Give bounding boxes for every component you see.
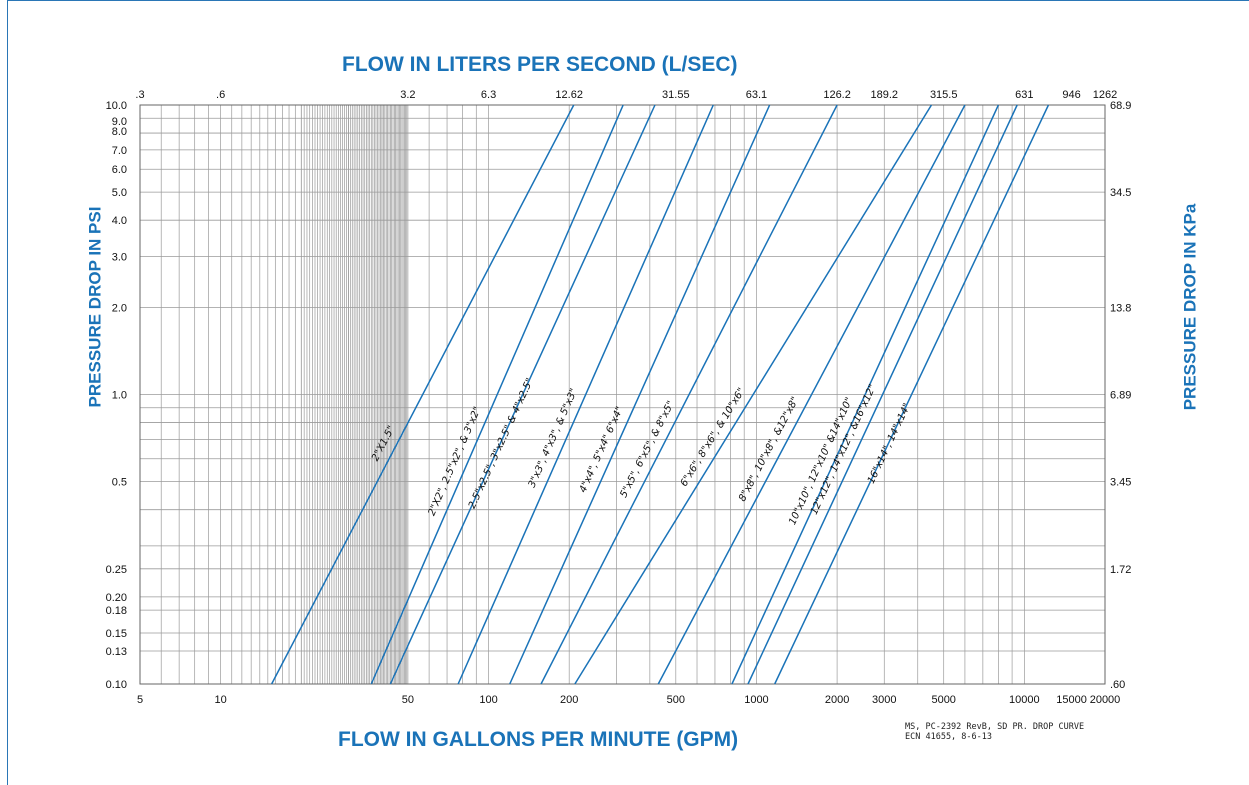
x-tick-label: 200: [560, 694, 578, 706]
y-tick-label: 0.5: [112, 477, 127, 489]
series-label: 6"x6", 8"x6", & 10"x6": [679, 386, 748, 488]
y-right-tick-label: 13.8: [1110, 302, 1131, 314]
series-line: [389, 104, 656, 685]
y-tick-label: 7.0: [112, 145, 127, 157]
series-line: [731, 104, 1000, 685]
y-tick-label: 1.0: [112, 390, 127, 402]
y-tick-label: 0.13: [106, 646, 127, 658]
x-top-tick-label: 63.1: [746, 89, 767, 101]
y-tick-label: 4.0: [112, 215, 127, 227]
grid-lines: [139, 104, 1106, 685]
x-top-tick-label: 6.3: [481, 89, 496, 101]
series-line: [509, 104, 771, 685]
x-tick-label: 100: [479, 694, 497, 706]
series-line: [774, 104, 1050, 685]
x-top-tick-label: .6: [216, 89, 225, 101]
footnote: MS, PC-2392 RevB, SD PR. DROP CURVE ECN …: [905, 722, 1084, 742]
footnote-line-1: MS, PC-2392 RevB, SD PR. DROP CURVE: [905, 722, 1085, 732]
x-top-tick-label: 315.5: [930, 89, 958, 101]
y-tick-label: 6.0: [112, 164, 127, 176]
series-line: [747, 104, 1018, 685]
y-right-tick-label: 34.5: [1110, 187, 1131, 199]
series-line: [574, 104, 933, 685]
x-axis-title: FLOW IN GALLONS PER MINUTE (GPM): [338, 728, 739, 751]
y-right-tick-label: .60: [1110, 679, 1125, 691]
x-top-tick-label: 189.2: [871, 89, 899, 101]
series-line: [370, 104, 624, 685]
footnote-line-2: ECN 41655, 8-6-13: [905, 732, 992, 742]
x-tick-label: 15000: [1056, 694, 1087, 706]
series-line: [457, 104, 714, 685]
y-right-tick-label: 3.45: [1110, 477, 1131, 489]
y-tick-label: 5.0: [112, 187, 127, 199]
tick-labels: 5 10 50 100 200 500 1000 2000 3000 5000 10000 15000…: [106, 89, 1132, 706]
x-top-tick-label: 126.2: [823, 89, 851, 101]
y-tick-label: 0.20: [106, 592, 127, 604]
series-line: [657, 104, 966, 685]
y-right-tick-label: 6.89: [1110, 390, 1131, 402]
series-label: 2.5"x2.5", 3"x2.5" & 4"x2.5": [467, 377, 536, 511]
y-tick-label: 0.15: [106, 628, 127, 640]
x-top-tick-label: 31.55: [662, 89, 690, 101]
series-line: [270, 104, 575, 685]
x-tick-label: 500: [667, 694, 685, 706]
y-tick-label: 2.0: [112, 302, 127, 314]
x-top-tick-label: 12.62: [555, 89, 583, 101]
x-tick-label: 20000: [1090, 694, 1121, 706]
x-top-tick-label: 1262: [1093, 89, 1117, 101]
x-top-tick-label: .3: [135, 89, 144, 101]
x-top-tick-label: 631: [1015, 89, 1033, 101]
series-line: [540, 104, 838, 685]
x-tick-label: 10000: [1009, 694, 1040, 706]
x-tick-label: 3000: [872, 694, 896, 706]
y-tick-label: 10.0: [106, 100, 127, 112]
series-label: 8"x8", 10"x8", &12"x8": [737, 395, 801, 503]
y-tick-label: 0.25: [106, 564, 127, 576]
x-top-tick-label: 946: [1062, 89, 1080, 101]
y-tick-label: 0.10: [106, 679, 127, 691]
y-right-tick-label: 1.72: [1110, 564, 1131, 576]
x-tick-label: 5: [137, 694, 143, 706]
y-tick-label: 8.0: [112, 126, 127, 138]
chart-frame: [7, 0, 1249, 785]
x-tick-label: 50: [402, 694, 414, 706]
y-tick-label: 9.0: [112, 116, 127, 128]
x-tick-label: 2000: [825, 694, 849, 706]
y-tick-label: 0.18: [106, 605, 127, 617]
x-top-tick-label: 3.2: [400, 89, 415, 101]
x-tick-label: 1000: [744, 694, 768, 706]
chart-top-title: FLOW IN LITERS PER SECOND (L/SEC): [342, 53, 738, 76]
y-right-tick-label: 68.9: [1110, 100, 1131, 112]
series-label: 3"x3", 4"x3", & 5"x3": [527, 387, 580, 490]
x-tick-label: 10: [215, 694, 227, 706]
series-label: 4"x4", 5"x4" 6"x4": [578, 405, 626, 494]
x-tick-label: 5000: [931, 694, 955, 706]
y-tick-label: 3.0: [112, 251, 127, 263]
series-label: 5"x5", 6"x5", & 8"x5": [618, 399, 677, 499]
